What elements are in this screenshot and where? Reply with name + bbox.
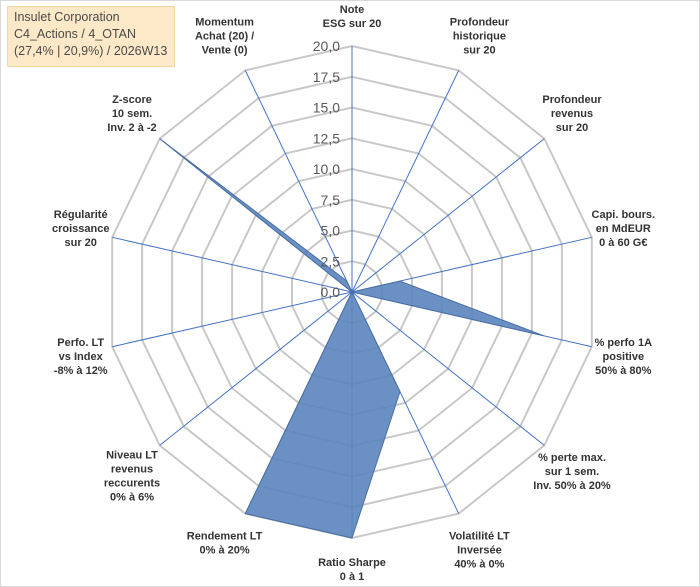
axis-label: Régularité croissance sur 20	[52, 209, 109, 249]
tick-label: 10,0	[313, 161, 340, 177]
axis-label-line: Capi. bours.	[592, 209, 656, 221]
axis-label: Rendement LT 0% à 20%	[187, 531, 263, 557]
tick-label: 12,5	[313, 130, 340, 146]
axis-label-line: croissance	[52, 223, 109, 235]
axis-label-line: % perfo 1A	[595, 337, 653, 349]
axis-label: Z-score 10 sem. Inv. 2 à -2	[107, 94, 156, 134]
axis-label-line: Inv. 50% à 20%	[533, 480, 611, 492]
axis-label-line: Profondeur	[450, 16, 510, 28]
tick-label: 2,5	[321, 253, 341, 269]
tick-label: 0,0	[321, 284, 341, 300]
axis-spoke	[112, 291, 353, 348]
axis-spoke	[351, 138, 545, 293]
axis-label: Note ESG sur 20	[323, 4, 382, 30]
axis-label-line: Inversée	[457, 545, 502, 557]
axis-label-line: sur 20	[556, 122, 588, 134]
axis-label-line: vs Index	[59, 351, 104, 363]
axis-label-line: Volatilité LT	[449, 531, 510, 543]
axis-label: Profondeur historique sur 20	[450, 16, 510, 56]
axis-label-line: positive	[603, 351, 645, 363]
axis-label: % perte max. sur 1 sem. Inv. 50% à 20%	[533, 452, 611, 492]
axis-label-line: Niveau LT	[106, 449, 158, 461]
axis-label-line: sur 20	[64, 237, 96, 249]
axis-label-line: 0% à 6%	[110, 491, 154, 503]
axis-label-line: -8% à 12%	[54, 365, 108, 377]
axis-spoke	[244, 70, 353, 293]
tick-label: 20,0	[313, 38, 340, 54]
axis-label-line: Inv. 2 à -2	[107, 122, 156, 134]
axis-label-line: historique	[453, 30, 506, 42]
axis-label-line: 10 sem.	[112, 108, 152, 120]
axis-label-line: % perte max.	[538, 452, 606, 464]
axis-label-line: 0% à 20%	[200, 545, 250, 557]
axis-label-line: Vente (0)	[202, 44, 248, 56]
axis-spoke	[159, 291, 353, 446]
axis-label-line: 50% à 80%	[595, 365, 651, 377]
title-company: Insulet Corporation	[14, 10, 120, 24]
axis-label: Perfo. LT vs Index -8% à 12%	[54, 337, 108, 377]
chart-title-box: Insulet Corporation C4_Actions / 4_OTAN …	[7, 6, 175, 67]
axis-label: Niveau LT revenus reccurents 0% à 6%	[104, 449, 160, 503]
axis-label-line: Note	[340, 4, 364, 16]
axis-label-line: ESG sur 20	[323, 18, 382, 30]
axis-label: % perfo 1A positive 50% à 80%	[595, 337, 653, 377]
tick-label: 7,5	[321, 192, 341, 208]
axis-label-line: Profondeur	[542, 94, 602, 106]
axis-spoke	[351, 70, 460, 293]
axis-label-line: Momentum	[195, 16, 254, 28]
axis-spoke	[112, 236, 353, 293]
axis-label-line: revenus	[551, 108, 593, 120]
axis-label-line: Régularité	[54, 209, 108, 221]
axis-label-line: reccurents	[104, 477, 160, 489]
title-category: C4_Actions / 4_OTAN	[14, 27, 137, 41]
axis-label-line: revenus	[111, 463, 153, 475]
axis-label-line: sur 1 sem.	[545, 466, 599, 478]
series-layer	[159, 138, 545, 539]
axis-label-line: 0 à 60 G€	[599, 237, 647, 249]
radial-tick-labels: 0,0 2,5 5,0 7,5 10,0 12,5 15,0 17,5 20,0	[313, 38, 340, 300]
tick-label: 15,0	[313, 100, 340, 116]
axis-label: Volatilité LT Inversée 40% à 0%	[449, 531, 510, 571]
axis-label-line: Achat (20) /	[195, 30, 254, 42]
title-stats: (27,4% | 20,9%) / 2026W13	[14, 44, 168, 58]
axis-label-line: Z-score	[112, 94, 152, 106]
tick-label: 17,5	[313, 69, 340, 85]
axis-label: Momentum Achat (20) / Vente (0)	[195, 16, 254, 56]
axis-label: Ratio Sharpe 0 à 1	[318, 557, 386, 583]
axis-label-line: Rendement LT	[187, 531, 263, 543]
axis-label-line: Perfo. LT	[57, 337, 104, 349]
axis-label-line: sur 20	[463, 44, 495, 56]
axis-label-line: en MdEUR	[596, 223, 651, 235]
axis-spoke	[351, 291, 545, 446]
axis-label-line: 0 à 1	[340, 571, 364, 583]
axis-label: Capi. bours. en MdEUR 0 à 60 G€	[592, 209, 656, 249]
axis-label-line: 40% à 0%	[454, 559, 504, 571]
axis-labels: Note ESG sur 20 Profondeur historique sur 20…	[52, 4, 655, 583]
axis-label: Profondeur revenus sur 20	[542, 94, 602, 134]
series-area	[159, 138, 545, 539]
tick-label: 5,0	[321, 223, 341, 239]
axis-label-line: Ratio Sharpe	[318, 557, 386, 569]
